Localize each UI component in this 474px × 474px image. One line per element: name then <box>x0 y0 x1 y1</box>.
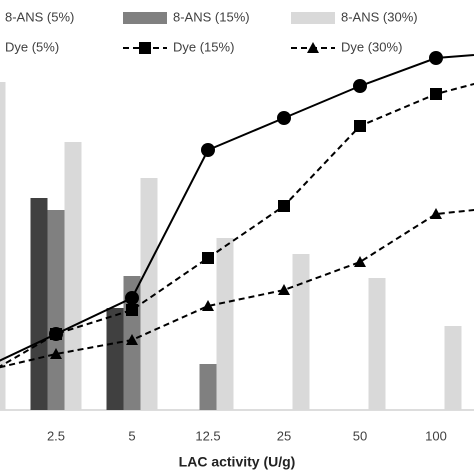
legend-marker <box>307 42 319 53</box>
bar <box>64 142 82 410</box>
bar <box>199 364 217 410</box>
line-marker <box>278 284 290 295</box>
x-tick-label: 2.5 <box>47 428 65 443</box>
legend-label: 8-ANS (30%) <box>341 9 418 24</box>
line <box>0 82 474 368</box>
legend-swatch <box>291 12 335 24</box>
line-marker <box>50 348 62 359</box>
legend-label: Dye (30%) <box>341 39 402 54</box>
bar <box>444 326 462 410</box>
bar <box>140 178 158 410</box>
line-marker <box>277 111 291 125</box>
line-marker <box>429 51 443 65</box>
line-marker <box>430 208 442 219</box>
legend-marker <box>139 42 151 54</box>
line <box>0 53 474 362</box>
line-marker <box>201 143 215 157</box>
legend-swatch <box>123 12 167 24</box>
bar <box>47 210 65 410</box>
line-marker <box>353 79 367 93</box>
line-marker <box>126 334 138 345</box>
legend-label: 8-ANS (5%) <box>5 9 74 24</box>
bar <box>216 238 234 410</box>
x-tick-label: 100 <box>425 428 447 443</box>
bar <box>368 278 386 410</box>
legend-label: Dye (15%) <box>173 39 234 54</box>
line-marker <box>354 120 366 132</box>
bar <box>0 82 6 410</box>
line-marker <box>126 304 138 316</box>
bar <box>292 254 310 410</box>
x-tick-label: 50 <box>353 428 367 443</box>
line-marker <box>202 252 214 264</box>
legend-label: Dye (5%) <box>5 39 59 54</box>
line-marker <box>430 88 442 100</box>
line-marker <box>202 300 214 311</box>
x-tick-label: 12.5 <box>195 428 220 443</box>
legend-label: 8-ANS (15%) <box>173 9 250 24</box>
line-marker <box>354 256 366 267</box>
line-marker <box>50 328 62 340</box>
x-tick-label: 25 <box>277 428 291 443</box>
x-tick-label: 5 <box>128 428 135 443</box>
line-marker <box>125 291 139 305</box>
line-marker <box>278 200 290 212</box>
line <box>0 208 474 369</box>
bar <box>30 198 48 410</box>
bar <box>106 308 124 410</box>
x-axis-label: LAC activity (U/g) <box>179 454 296 470</box>
